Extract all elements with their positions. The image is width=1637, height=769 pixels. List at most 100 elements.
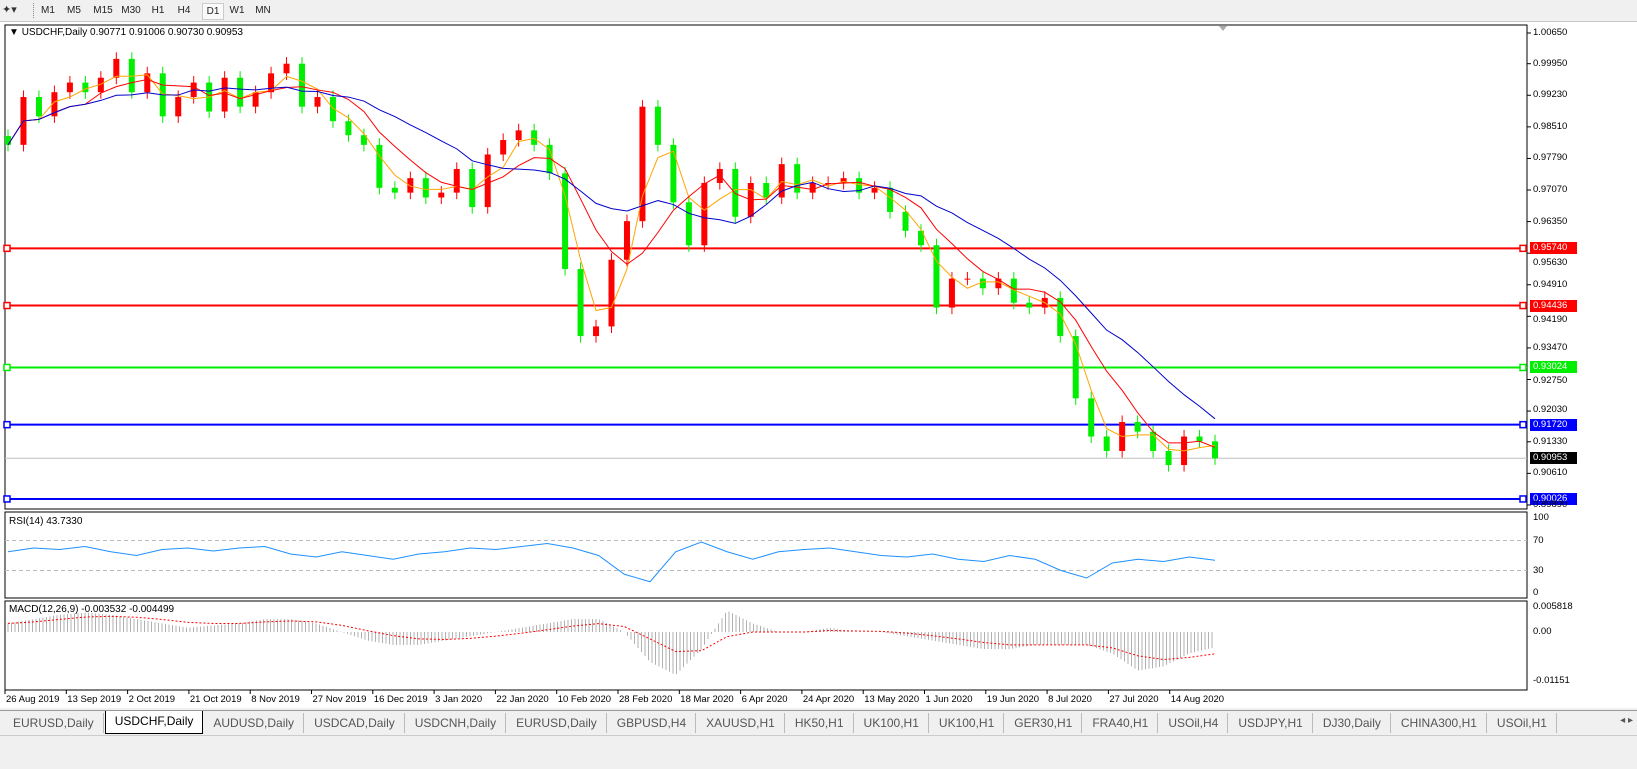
candle-body — [453, 168, 460, 193]
level-handle-right[interactable] — [1519, 301, 1527, 310]
timeframe-toolbar: ✦▾ M1 M5 M15 M30 H1 H4 D1 W1 MN — [0, 0, 1637, 22]
candle-body — [778, 164, 785, 198]
chart-tab[interactable]: HK50,H1 — [786, 713, 854, 733]
candle-body — [1026, 302, 1033, 308]
price-tick-label: 0.92750 — [1533, 375, 1568, 387]
chart-tab[interactable]: XAUUSD,H1 — [697, 713, 785, 733]
date-tick-label: 26 Aug 2019 — [6, 694, 60, 705]
candle-body — [1212, 441, 1218, 459]
timeframe-m30[interactable]: M30 — [121, 5, 141, 16]
status-bar — [0, 735, 1637, 769]
date-tick-label: 16 Dec 2019 — [373, 694, 428, 705]
rsi-line — [7, 541, 1216, 583]
chart-tab[interactable]: DJ30,Daily — [1314, 713, 1391, 733]
candle-body — [5, 136, 11, 145]
price-tick-label: 0.90610 — [1533, 467, 1568, 479]
chart-tab[interactable]: USDCNH,Daily — [406, 713, 507, 733]
collapse-arrow-icon[interactable]: ▼ — [9, 27, 19, 38]
candle-body — [809, 183, 816, 193]
candle-body — [856, 178, 863, 193]
tab-scroll-arrows-icon[interactable]: ◂ ▸ — [1620, 715, 1633, 726]
rsi-tick-label: 30 — [1533, 564, 1544, 576]
candle-body — [948, 278, 955, 308]
candle-body — [763, 183, 770, 198]
chart-tab[interactable]: EURUSD,Daily — [507, 713, 607, 733]
toolbar-grip[interactable] — [33, 3, 36, 18]
candle-body — [345, 121, 352, 136]
level-handle-left[interactable] — [3, 495, 11, 503]
chart-tab[interactable]: USOil,H4 — [1159, 713, 1229, 733]
candle-body — [562, 173, 569, 269]
chart-tab[interactable]: FRA40,H1 — [1083, 713, 1159, 733]
candle-body — [407, 178, 414, 193]
chart-tab[interactable]: AUDUSD,Daily — [204, 713, 305, 733]
level-handle-left[interactable] — [3, 420, 11, 429]
candle-body — [268, 73, 275, 93]
candle-body — [252, 92, 259, 107]
candle-body — [654, 106, 661, 145]
level-handle-right[interactable] — [1519, 495, 1527, 503]
timeframe-w1[interactable]: W1 — [229, 5, 245, 16]
moving-average-line — [7, 74, 1216, 452]
rsi-tick-label: 100 — [1533, 512, 1549, 523]
date-tick-label: 8 Jul 2020 — [1048, 694, 1092, 705]
timeframe-d1[interactable]: D1 — [202, 3, 224, 20]
date-tick-label: 6 Apr 2020 — [741, 694, 788, 705]
chart-canvas[interactable] — [0, 22, 1637, 708]
level-handle-right[interactable] — [1519, 420, 1527, 429]
date-tick-label: 19 Jun 2020 — [986, 694, 1040, 705]
chart-tab[interactable]: CHINA300,H1 — [1392, 713, 1487, 733]
level-handle-right[interactable] — [1519, 244, 1527, 253]
macd-tick-label: 0.00 — [1533, 626, 1552, 637]
candle-body — [438, 192, 445, 198]
chart-tab[interactable]: USDCHF,Daily — [104, 711, 204, 734]
timeframe-m5[interactable]: M5 — [67, 5, 81, 16]
candle-body — [531, 130, 538, 145]
chart-tab[interactable]: USDJPY,H1 — [1229, 713, 1313, 733]
candle-body — [51, 92, 58, 117]
candle-body — [1165, 450, 1172, 466]
timeframe-mn[interactable]: MN — [255, 5, 271, 16]
candle-body — [979, 278, 986, 289]
level-handle-right[interactable] — [1519, 363, 1527, 372]
date-tick-label: 21 Oct 2019 — [189, 694, 242, 705]
price-tick-label: 0.89890 — [1533, 498, 1568, 510]
candle-body — [933, 245, 940, 308]
candle-body — [840, 178, 847, 183]
chart-tab[interactable]: GBPUSD,H4 — [608, 713, 697, 733]
level-handle-left[interactable] — [3, 301, 11, 310]
candle-body — [376, 144, 383, 188]
chart-window[interactable]: ▼ USDCHF,Daily 0.90771 0.91006 0.90730 0… — [0, 22, 1637, 708]
timeframe-m15[interactable]: M15 — [93, 5, 113, 16]
date-tick-label: 22 Jan 2020 — [496, 694, 549, 705]
candle-body — [283, 63, 290, 74]
chart-tab[interactable]: EURUSD,Daily — [4, 713, 104, 733]
macd-tick-label: -0.01151 — [1533, 675, 1570, 687]
chart-tab[interactable]: USOil,H1 — [1488, 713, 1557, 733]
candle-body — [964, 278, 971, 280]
timeframe-m1[interactable]: M1 — [41, 5, 55, 16]
drawing-tools-icon[interactable]: ✦▾ — [2, 4, 17, 16]
macd-tick-label: 0.005818 — [1533, 601, 1573, 613]
moving-average-line — [7, 78, 1216, 448]
timeframe-h1[interactable]: H1 — [151, 5, 165, 16]
candle-body — [515, 130, 522, 141]
candle-body — [1196, 436, 1203, 442]
level-handle-left[interactable] — [3, 363, 11, 372]
level-price-badge: 0.90026 — [1530, 492, 1577, 505]
date-tick-label: 13 Sep 2019 — [67, 694, 122, 705]
chart-tab[interactable]: GER30,H1 — [1005, 713, 1083, 733]
price-tick-label: 0.91330 — [1533, 435, 1568, 447]
timeframe-h4[interactable]: H4 — [177, 5, 191, 16]
level-handle-left[interactable] — [3, 244, 11, 253]
chart-tab[interactable]: UK100,H1 — [930, 713, 1005, 733]
rsi-tick-label: 70 — [1533, 534, 1544, 546]
candle-body — [995, 278, 1002, 289]
candle-body — [35, 97, 42, 117]
chart-tabs: EURUSD,Daily USDCHF,Daily AUDUSD,Daily USDC… — [0, 710, 1637, 735]
chart-tab[interactable]: UK100,H1 — [855, 713, 929, 733]
rsi-panel-border — [4, 511, 1528, 599]
price-tick-label: 0.99230 — [1533, 89, 1568, 101]
chart-tab[interactable]: USDCAD,Daily — [305, 713, 405, 733]
date-tick-label: 14 Aug 2020 — [1170, 694, 1225, 705]
